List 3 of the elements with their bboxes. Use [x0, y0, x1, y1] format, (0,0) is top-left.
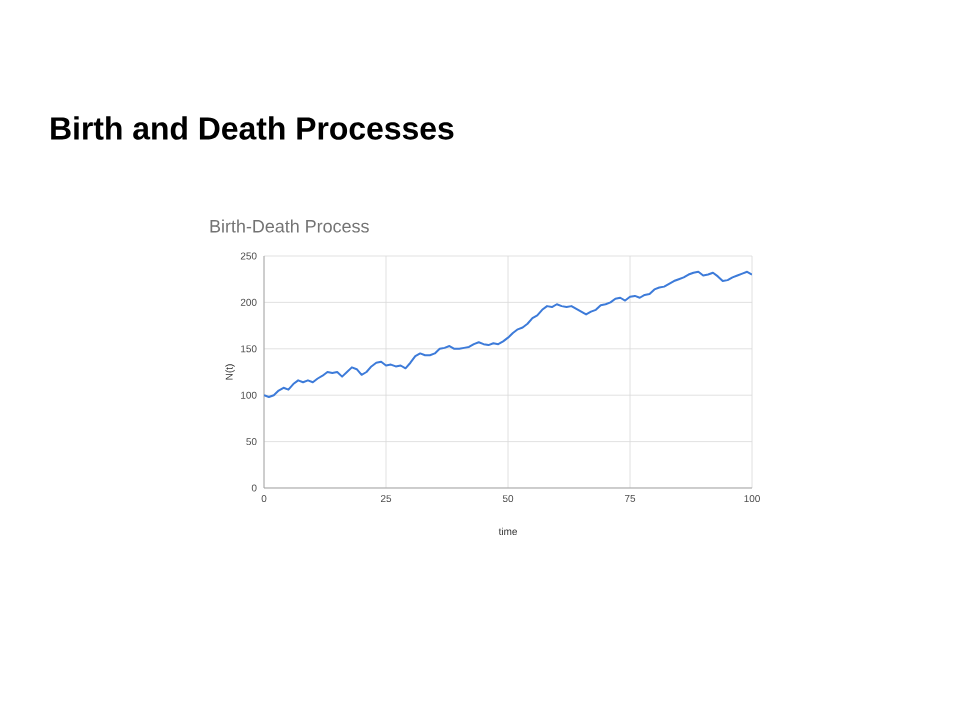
- chart-title: Birth and Death Processes: [51, 116, 454, 140]
- chart-subtitle: Birth-Death Process: [210, 219, 369, 233]
- line-series: [264, 270, 753, 399]
